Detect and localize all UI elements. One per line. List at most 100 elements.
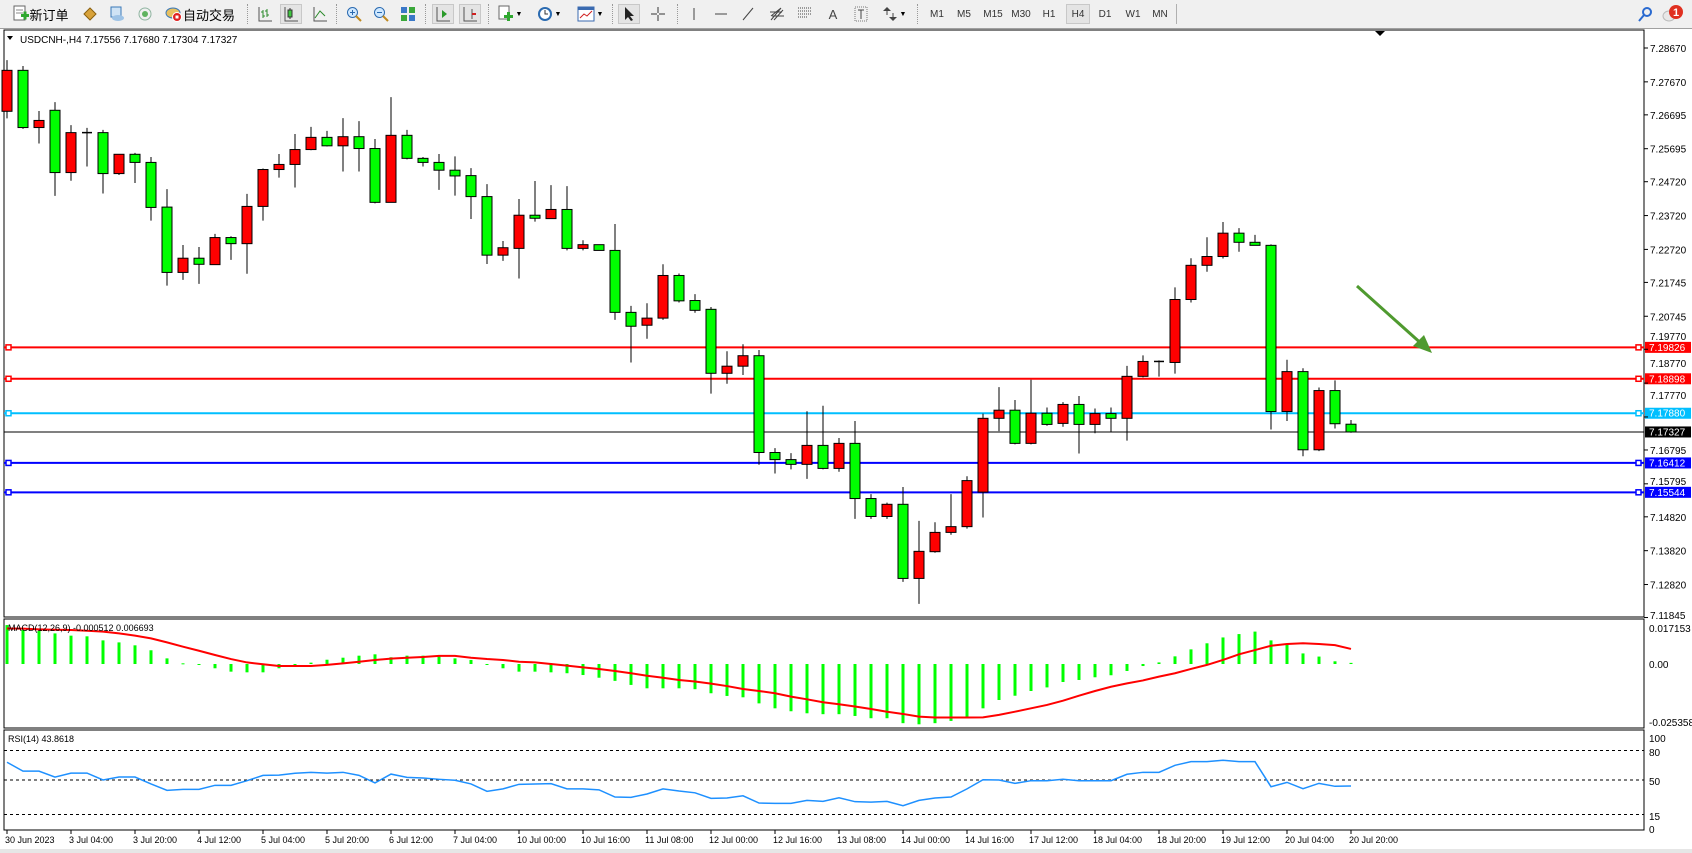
line-anchor-handle[interactable] (5, 489, 12, 496)
crosshair-button[interactable] (647, 4, 669, 24)
candle (817, 405, 829, 470)
line-anchor-handle[interactable] (1635, 409, 1642, 417)
price-tag-label: 7.19826 (1649, 343, 1686, 354)
fibonacci-fan-button[interactable] (795, 4, 817, 24)
macd-histogram-bar (661, 664, 665, 689)
line-anchor-handle[interactable] (5, 409, 12, 417)
auto-trading-button[interactable]: 自动交易 (163, 4, 237, 24)
line-anchor-handle[interactable] (1635, 344, 1642, 351)
timeframe-w1[interactable]: W1 (1125, 8, 1141, 20)
line-anchor-handle[interactable] (1635, 489, 1642, 496)
candle (1154, 360, 1164, 377)
arrows-dropdown[interactable]: ▼ (878, 4, 910, 24)
toolbar-separator (1176, 4, 1178, 24)
candle-body (1249, 241, 1261, 246)
candle (1329, 380, 1341, 429)
candle-body (801, 444, 813, 465)
candle-body (545, 208, 557, 220)
search-button[interactable] (1636, 4, 1654, 24)
candle (721, 351, 733, 384)
market-watch-button[interactable] (80, 4, 100, 24)
line-anchor-handle[interactable] (1635, 375, 1642, 383)
tile-windows-button[interactable] (397, 4, 419, 24)
candle-body (1105, 413, 1117, 419)
candle (929, 522, 941, 553)
candle-body (17, 69, 29, 129)
candle-body (1201, 256, 1213, 266)
candle-body (737, 355, 749, 367)
timeframe-m30[interactable]: M30 (1011, 8, 1031, 20)
data-window-button[interactable] (107, 4, 127, 24)
chart-canvas[interactable]: 7.19826 7.18898 7.17880 7.17327 7.16412 7.155… (0, 29, 1692, 849)
price-axis-label: 7.23720 (1650, 212, 1687, 223)
horizontal-line-button[interactable] (711, 4, 731, 24)
chart-shift-marker-icon[interactable] (1375, 31, 1385, 36)
macd-histogram-bar (501, 664, 505, 669)
bar-chart-button[interactable] (254, 4, 276, 24)
text-label-button[interactable] (851, 4, 871, 24)
candle (241, 193, 253, 274)
fibonacci-button[interactable] (767, 4, 789, 24)
price-tag-label: 7.17327 (1649, 427, 1686, 438)
zoom-out-icon (374, 7, 389, 22)
timeframe-d1[interactable]: D1 (1098, 8, 1112, 20)
timeframe-h4[interactable]: H4 (1066, 4, 1090, 24)
candle (145, 156, 157, 221)
line-anchor-handle[interactable] (5, 344, 12, 351)
candle-body (913, 550, 925, 579)
line-anchor-handle[interactable] (5, 375, 12, 383)
macd-histogram-bar (165, 658, 169, 664)
chart-header-collapse-icon[interactable] (7, 36, 13, 40)
candle (865, 494, 877, 519)
periods-dropdown[interactable]: ▼ (533, 4, 565, 24)
candle-body (385, 134, 397, 203)
main-price-panel (3, 29, 1645, 618)
timeframe-m15[interactable]: M15 (983, 8, 1003, 20)
macd-histogram-bar (309, 662, 313, 664)
cursor-button[interactable] (618, 4, 640, 24)
line-chart-button[interactable] (309, 4, 331, 24)
auto-scroll-button[interactable] (432, 4, 454, 24)
zoom-out-button[interactable] (370, 4, 392, 24)
new-order-button[interactable]: 新订单 (8, 4, 74, 24)
candle-body (225, 237, 237, 245)
macd-histogram-bar (1301, 653, 1305, 664)
macd-label: MACD(12,26,9) -0.000512 0.006693 (8, 623, 154, 633)
macd-histogram-bar (693, 664, 697, 690)
macd-histogram-bar (565, 664, 569, 674)
rsi-axis-label: 50 (1649, 777, 1661, 788)
notifications-button[interactable]: 1 (1660, 4, 1686, 24)
candle (993, 387, 1005, 432)
dropdown-arrow-icon: ▼ (596, 10, 604, 18)
candlestick-button[interactable] (280, 4, 302, 24)
trendline-button[interactable] (738, 4, 758, 24)
vertical-line-button[interactable] (684, 4, 704, 24)
zoom-in-button[interactable] (343, 4, 365, 24)
candle-body (897, 503, 909, 579)
navigator-button[interactable] (135, 4, 155, 24)
candle (625, 305, 637, 363)
candle (481, 184, 493, 264)
candle (513, 198, 525, 279)
timeframe-m5[interactable]: M5 (957, 8, 971, 20)
candle (65, 125, 77, 181)
indicators-dropdown[interactable]: ▼ (494, 4, 526, 24)
timeframe-h1[interactable]: H1 (1042, 8, 1056, 20)
timeframe-m1[interactable]: M1 (930, 8, 944, 20)
templates-dropdown[interactable]: ▼ (573, 4, 607, 24)
candle-body (593, 244, 605, 251)
rsi-line (6, 759, 1352, 807)
candle-body (1265, 244, 1277, 413)
text-tool-button[interactable]: A (823, 4, 843, 24)
time-axis-label: 13 Jul 08:00 (837, 835, 886, 845)
candle-body (97, 132, 109, 175)
chart-shift-button[interactable] (459, 4, 481, 24)
line-anchor-handle[interactable] (5, 459, 12, 467)
price-axis-label: 7.21745 (1650, 278, 1687, 289)
macd-histogram-bar (405, 655, 409, 664)
chart-window[interactable]: 7.19826 7.18898 7.17880 7.17327 7.16412 7.155… (0, 29, 1692, 849)
trend-arrow[interactable] (1355, 284, 1432, 353)
line-anchor-handle[interactable] (1635, 459, 1642, 467)
timeframe-mn[interactable]: MN (1152, 8, 1168, 20)
time-axis-label: 12 Jul 16:00 (773, 835, 822, 845)
